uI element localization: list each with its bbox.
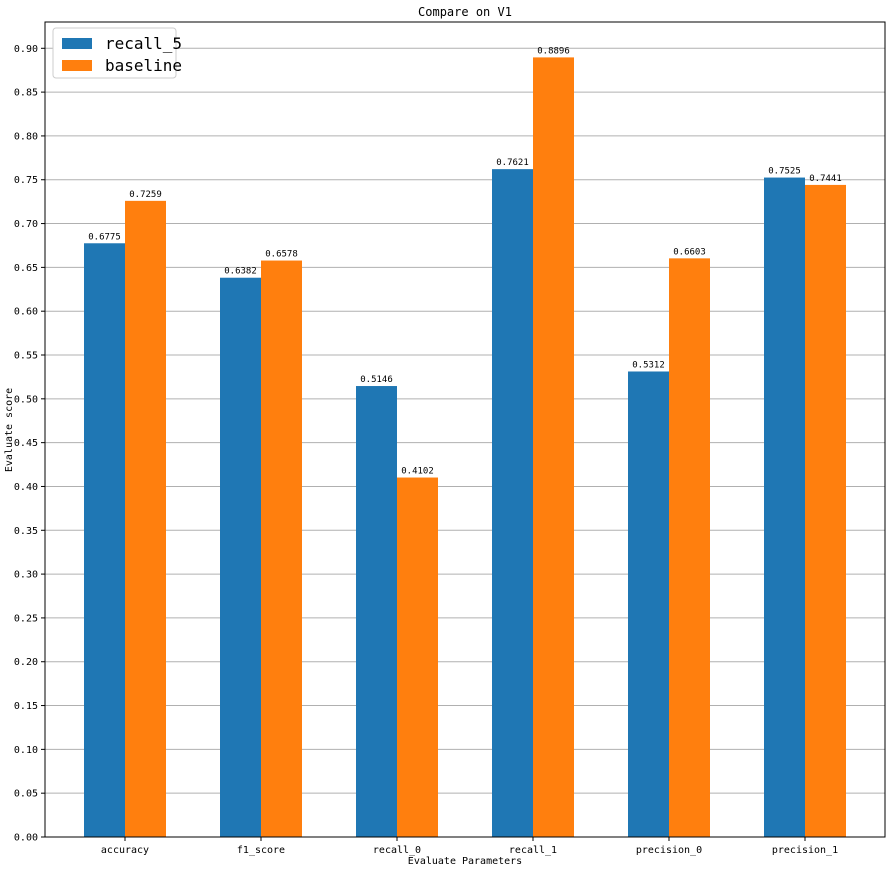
value-label-recall_5-f1_score: 0.6382 xyxy=(224,267,257,277)
y-tick-label: 0.60 xyxy=(14,307,38,318)
value-label-baseline-precision_1: 0.7441 xyxy=(809,174,842,184)
bar-recall_5-recall_0 xyxy=(356,386,397,837)
y-tick-label: 0.20 xyxy=(14,657,38,668)
bar-baseline-f1_score xyxy=(261,260,302,837)
value-label-recall_5-precision_0: 0.5312 xyxy=(632,360,665,370)
legend-swatch-baseline xyxy=(62,60,92,71)
value-label-recall_5-precision_1: 0.7525 xyxy=(768,167,801,177)
y-tick-label: 0.15 xyxy=(14,701,38,712)
legend-label-recall_5: recall_5 xyxy=(105,34,182,53)
y-tick-label: 0.40 xyxy=(14,482,38,493)
x-tick-label-recall_1: recall_1 xyxy=(509,845,557,856)
bar-baseline-precision_1 xyxy=(805,184,846,838)
y-tick-label: 0.25 xyxy=(14,613,38,624)
bar-baseline-recall_0 xyxy=(397,477,438,837)
legend-swatch-recall_5 xyxy=(62,38,92,49)
bar-baseline-accuracy xyxy=(125,200,166,838)
value-label-recall_5-recall_1: 0.7621 xyxy=(496,158,529,168)
y-tick-label: 0.90 xyxy=(14,44,38,55)
value-label-baseline-recall_1: 0.8896 xyxy=(537,46,570,56)
value-label-baseline-accuracy: 0.7259 xyxy=(129,190,162,200)
y-tick-label: 0.55 xyxy=(14,351,38,362)
x-tick-label-precision_0: precision_0 xyxy=(636,845,702,856)
bar-baseline-precision_0 xyxy=(669,258,710,838)
axes: 0.00 0.05 0.10 0.15 0.20 0.25 0.30 0.35 0.40 0.45… xyxy=(14,21,886,856)
legend: recall_5 baseline xyxy=(52,27,182,79)
x-tick-label-recall_0: recall_0 xyxy=(373,845,421,856)
bar-recall_5-precision_1 xyxy=(764,177,805,837)
value-label-baseline-f1_score: 0.6578 xyxy=(265,250,298,260)
y-tick-label: 0.85 xyxy=(14,88,38,99)
y-axis-label: Evaluate score xyxy=(4,388,15,472)
y-tick-label: 0.65 xyxy=(14,263,38,274)
plot-frame xyxy=(44,21,886,838)
y-tick-label: 0.45 xyxy=(14,438,38,449)
y-tick-label: 0.35 xyxy=(14,526,38,537)
y-tick-label: 0.00 xyxy=(14,833,38,844)
bar-recall_5-f1_score xyxy=(220,277,261,838)
y-tick-label: 0.05 xyxy=(14,789,38,800)
y-tick-label: 0.70 xyxy=(14,219,38,230)
gridlines xyxy=(45,47,885,838)
x-tick-label-precision_1: precision_1 xyxy=(772,845,838,856)
bars xyxy=(84,57,846,838)
y-tick-label: 0.80 xyxy=(14,131,38,142)
bar-recall_5-recall_1 xyxy=(492,169,533,837)
value-label-recall_5-recall_0: 0.5146 xyxy=(360,375,393,385)
value-label-baseline-precision_0: 0.6603 xyxy=(673,247,706,257)
data-labels: 0.6775 0.7259 0.6382 0.6578 0.5146 0.4102 0.76… xyxy=(88,46,842,476)
value-label-baseline-recall_0: 0.4102 xyxy=(401,467,434,477)
value-label-recall_5-accuracy: 0.6775 xyxy=(88,232,121,242)
y-tick-label: 0.10 xyxy=(14,745,38,756)
y-tick-label: 0.30 xyxy=(14,570,38,581)
x-tick-label-f1_score: f1_score xyxy=(237,845,285,856)
bar-recall_5-precision_0 xyxy=(628,371,669,837)
legend-label-baseline: baseline xyxy=(105,56,182,75)
bar-baseline-recall_1 xyxy=(533,57,574,838)
x-axis-label: Evaluate Parameters xyxy=(408,856,522,867)
chart-title: Compare on V1 xyxy=(418,5,512,19)
x-tick-label-accuracy: accuracy xyxy=(101,845,149,856)
bar-recall_5-accuracy xyxy=(84,243,125,838)
y-tick-label: 0.50 xyxy=(14,394,38,405)
y-tick-label: 0.75 xyxy=(14,175,38,186)
